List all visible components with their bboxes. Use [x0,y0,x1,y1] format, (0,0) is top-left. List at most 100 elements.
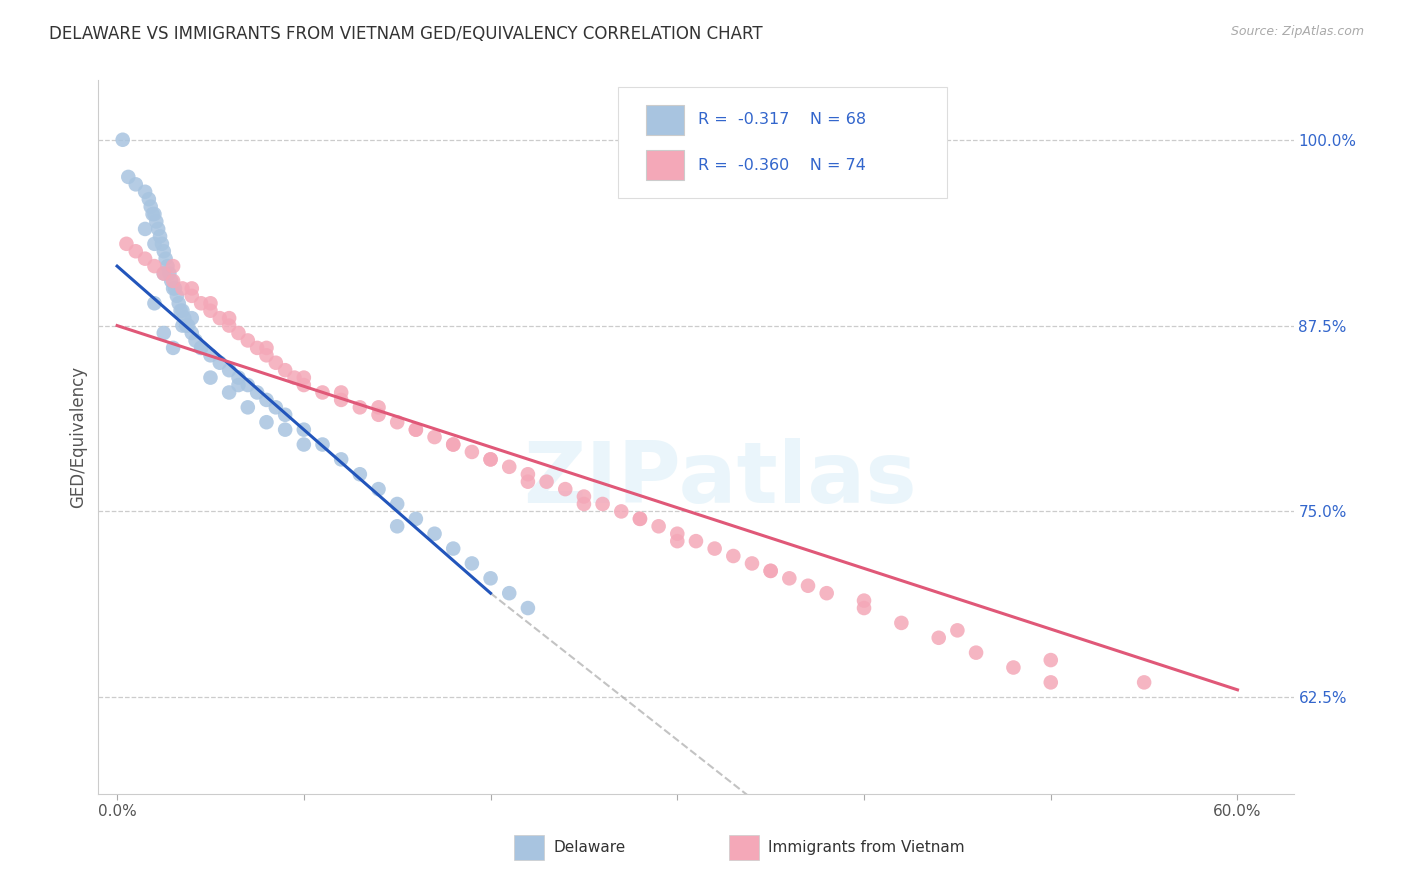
Point [741,557,763,571]
Point [200,370,222,384]
Point [946,624,969,638]
Point [174,318,197,333]
Point [797,579,820,593]
Point [685,534,707,549]
Text: ZIPatlas: ZIPatlas [523,438,917,522]
Point [853,601,876,615]
Point [628,512,651,526]
Point [479,571,502,585]
Point [479,452,502,467]
Point [143,207,166,221]
Point [162,281,184,295]
Point [516,601,538,615]
Point [367,482,389,496]
Point [134,252,156,266]
Point [592,497,614,511]
Point [1133,675,1156,690]
Point [256,341,278,355]
Point [228,378,250,392]
Point [152,244,174,259]
Text: R =  -0.317    N = 68: R = -0.317 N = 68 [699,112,866,128]
Point [180,326,202,340]
Point [367,408,389,422]
Point [236,401,259,415]
Point [330,452,353,467]
Point [385,415,409,429]
FancyBboxPatch shape [513,835,544,860]
Point [441,541,464,556]
Point [160,274,183,288]
Point [143,236,166,251]
Point [536,475,558,489]
Point [200,296,222,310]
Point [218,363,240,377]
Point [572,497,595,511]
Text: R =  -0.360    N = 74: R = -0.360 N = 74 [699,158,866,173]
Point [516,475,538,489]
Point [156,259,179,273]
Point [162,274,184,288]
Point [142,207,165,221]
Y-axis label: GED/Equivalency: GED/Equivalency [69,366,87,508]
Point [1039,675,1062,690]
Point [190,341,212,355]
Point [441,437,464,451]
Point [139,200,162,214]
Point [180,289,202,303]
Point [292,423,315,437]
Point [423,430,446,444]
Point [264,401,287,415]
Point [148,222,170,236]
Point [385,519,409,533]
Point [190,296,212,310]
Point [516,467,538,482]
Point [172,303,194,318]
Point [143,259,166,273]
Point [385,497,409,511]
Point [190,341,212,355]
Point [311,385,333,400]
Point [163,281,186,295]
FancyBboxPatch shape [619,87,948,198]
Point [256,415,278,429]
Point [628,512,651,526]
Text: Source: ZipAtlas.com: Source: ZipAtlas.com [1230,25,1364,38]
Point [815,586,838,600]
Point [200,348,222,362]
Point [184,334,207,348]
Point [125,244,148,259]
Point [349,467,371,482]
Point [145,214,167,228]
Point [479,452,502,467]
Point [853,593,876,607]
FancyBboxPatch shape [645,105,685,135]
Point [246,341,269,355]
Point [723,549,745,563]
Point [274,423,297,437]
Point [1002,660,1025,674]
Point [610,504,633,518]
FancyBboxPatch shape [645,151,685,180]
Point [423,526,446,541]
Point [169,303,191,318]
Point [330,392,353,407]
Point [208,356,231,370]
Point [117,169,139,184]
Point [236,378,259,392]
Point [703,541,725,556]
Point [218,385,240,400]
Point [554,482,576,496]
Point [890,615,912,630]
Point [759,564,782,578]
Text: DELAWARE VS IMMIGRANTS FROM VIETNAM GED/EQUIVALENCY CORRELATION CHART: DELAWARE VS IMMIGRANTS FROM VIETNAM GED/… [49,25,763,43]
Point [283,370,305,384]
Point [778,571,800,585]
Point [157,267,180,281]
Point [138,192,160,206]
Point [498,586,520,600]
Point [150,236,173,251]
Point [208,311,231,326]
Point [172,281,194,295]
Point [666,534,689,549]
Point [228,370,250,384]
